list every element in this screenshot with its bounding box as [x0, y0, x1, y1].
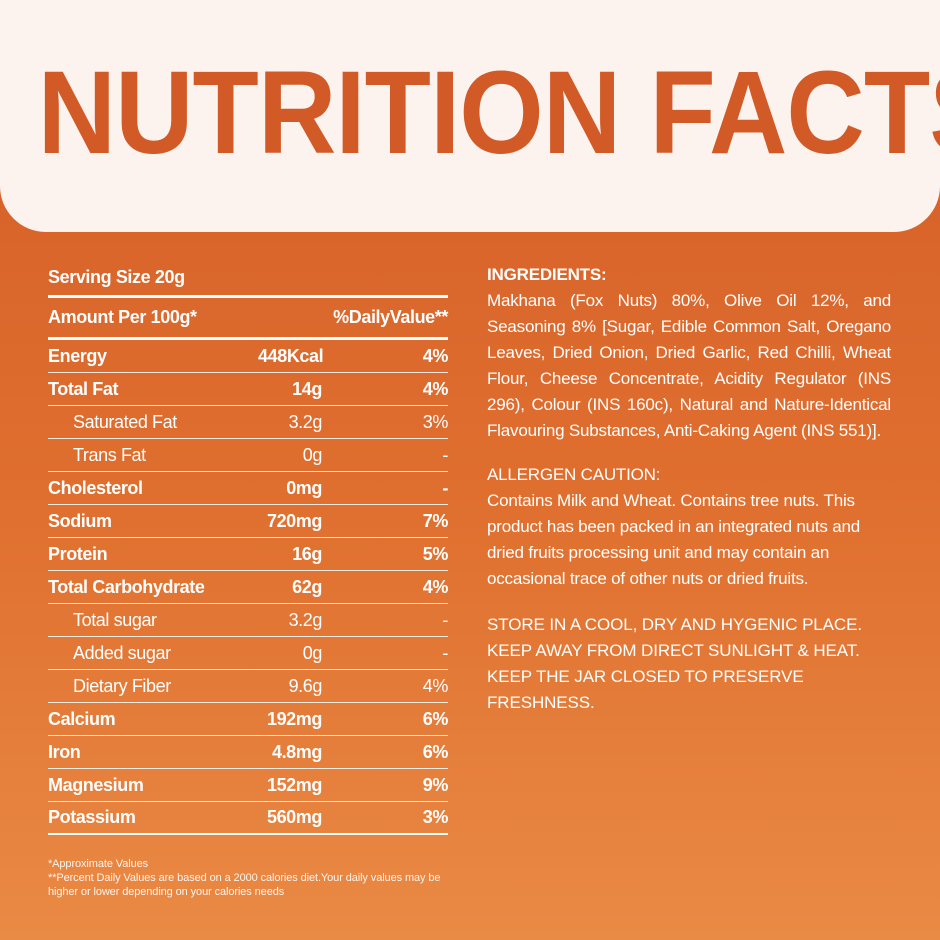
nutrient-daily-value: 3%: [422, 807, 449, 827]
storage-instructions: STORE IN A COOL, DRY AND HYGENIC PLACE. …: [487, 615, 862, 712]
nutrient-daily-value: 3%: [422, 411, 449, 432]
table-row: Saturated Fat 3.2g 3%: [48, 406, 448, 439]
nutrient-name: Total Carbohydrate: [48, 576, 205, 597]
amount-per-header: Amount Per 100g*: [48, 307, 197, 327]
allergen-text: Contains Milk and Wheat. Contains tree n…: [487, 491, 860, 588]
ingredients-section: INGREDIENTS: Makhana (Fox Nuts) 80%, Oli…: [487, 262, 891, 444]
table-row: Added sugar 0g -: [48, 637, 448, 670]
nutrient-rows: Energy 448Kcal 4% Total Fat 14g 4% Saturated F…: [48, 340, 448, 835]
serving-size: Serving Size 20g: [48, 262, 448, 298]
footnote-approximate: *Approximate Values: [48, 858, 149, 870]
nutrient-name: Dietary Fiber: [73, 675, 171, 696]
nutrient-amount: 720mg: [266, 510, 322, 531]
table-row: Magnesium 152mg 9%: [48, 769, 448, 802]
nutrient-amount: 152mg: [266, 774, 322, 795]
nutrient-name: Magnesium: [48, 774, 144, 795]
nutrient-amount: 4.8mg: [271, 741, 322, 762]
table-row: Total Fat 14g 4%: [48, 373, 448, 406]
nutrient-daily-value: 4%: [422, 675, 449, 696]
nutrient-daily-value: 4%: [422, 576, 449, 597]
nutrient-daily-value: 4%: [422, 378, 449, 399]
nutrient-name: Calcium: [48, 708, 116, 729]
nutrient-name: Energy: [48, 345, 107, 366]
nutrient-name: Saturated Fat: [73, 411, 177, 432]
header-banner: NUTRITION FACTS: [0, 0, 940, 232]
nutrient-daily-value: -: [442, 609, 448, 630]
nutrient-amount: 0g: [302, 642, 323, 663]
nutrient-name: Added sugar: [73, 642, 171, 663]
nutrient-name: Cholesterol: [48, 477, 143, 498]
ingredients-text: Makhana (Fox Nuts) 80%, Olive Oil 12%, a…: [487, 291, 891, 440]
nutrient-daily-value: -: [442, 642, 448, 663]
nutrient-name: Sodium: [48, 510, 112, 531]
table-row: Protein 16g 5%: [48, 538, 448, 571]
table-row: Total Carbohydrate 62g 4%: [48, 571, 448, 604]
nutrient-amount: 560mg: [266, 807, 322, 827]
nutrient-amount: 448Kcal: [258, 345, 324, 366]
nutrient-name: Total sugar: [73, 609, 157, 630]
nutrient-name: Protein: [48, 543, 108, 564]
nutrient-amount: 62g: [292, 576, 322, 597]
footnote-daily-values: **Percent Daily Values are based on a 20…: [48, 872, 441, 898]
nutrient-daily-value: 6%: [422, 708, 449, 729]
nutrient-daily-value: -: [442, 477, 448, 498]
nutrient-amount: 16g: [292, 543, 322, 564]
table-row: Dietary Fiber 9.6g 4%: [48, 670, 448, 703]
nutrient-name: Potassium: [48, 807, 136, 827]
nutrient-amount: 192mg: [266, 708, 322, 729]
nutrient-amount: 0g: [302, 444, 323, 465]
nutrient-amount: 9.6g: [288, 675, 323, 696]
nutrient-daily-value: -: [442, 444, 448, 465]
allergen-heading: ALLERGEN CAUTION:: [487, 465, 661, 484]
table-row: Cholesterol 0mg -: [48, 472, 448, 505]
table-row: Energy 448Kcal 4%: [48, 340, 448, 373]
table-row: Sodium 720mg 7%: [48, 505, 448, 538]
table-row: Total sugar 3.2g -: [48, 604, 448, 637]
table-header-row: Amount Per 100g* %DailyValue**: [48, 298, 448, 340]
nutrition-facts-table: Serving Size 20g Amount Per 100g* %Daily…: [48, 262, 448, 899]
table-row: Trans Fat 0g -: [48, 439, 448, 472]
nutrient-daily-value: 4%: [422, 345, 449, 366]
info-panel: INGREDIENTS: Makhana (Fox Nuts) 80%, Oli…: [487, 262, 891, 716]
footnotes: *Approximate Values **Percent Daily Valu…: [48, 857, 448, 899]
table-row: Calcium 192mg 6%: [48, 703, 448, 736]
nutrient-amount: 0mg: [286, 477, 322, 498]
page-title: NUTRITION FACTS: [37, 47, 940, 179]
nutrient-amount: 3.2g: [288, 609, 323, 630]
nutrient-daily-value: 9%: [422, 774, 449, 795]
table-row: Iron 4.8mg 6%: [48, 736, 448, 769]
nutrient-amount: 3.2g: [288, 411, 323, 432]
allergen-section: ALLERGEN CAUTION: Contains Milk and Whea…: [487, 462, 891, 592]
nutrient-amount: 14g: [292, 378, 322, 399]
nutrient-name: Trans Fat: [73, 444, 146, 465]
nutrient-daily-value: 7%: [422, 510, 449, 531]
table-row: Potassium 560mg 3%: [48, 802, 448, 835]
ingredients-heading: INGREDIENTS:: [487, 265, 607, 284]
nutrient-daily-value: 6%: [422, 741, 449, 762]
daily-value-header: %DailyValue**: [333, 307, 448, 327]
nutrient-name: Iron: [48, 741, 81, 762]
nutrient-name: Total Fat: [48, 378, 119, 399]
nutrient-daily-value: 5%: [422, 543, 449, 564]
